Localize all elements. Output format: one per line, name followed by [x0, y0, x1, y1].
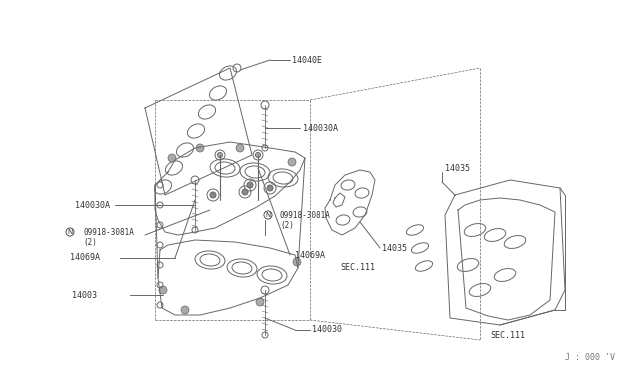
Text: SEC.111: SEC.111 — [490, 330, 525, 340]
Circle shape — [181, 306, 189, 314]
Text: 14035: 14035 — [445, 164, 470, 173]
Circle shape — [267, 185, 273, 191]
Text: (2): (2) — [83, 237, 97, 247]
Text: 140030A: 140030A — [303, 124, 338, 132]
Circle shape — [218, 153, 223, 157]
Text: N: N — [266, 212, 271, 218]
Circle shape — [196, 144, 204, 152]
Circle shape — [236, 144, 244, 152]
Circle shape — [168, 154, 176, 162]
Text: 14003: 14003 — [72, 291, 97, 299]
Text: 14035: 14035 — [382, 244, 407, 253]
Circle shape — [255, 153, 260, 157]
Circle shape — [288, 158, 296, 166]
Text: 09918-3081A: 09918-3081A — [280, 211, 331, 219]
Circle shape — [159, 286, 167, 294]
Circle shape — [247, 182, 253, 188]
Circle shape — [210, 192, 216, 198]
Circle shape — [256, 298, 264, 306]
Text: (2): (2) — [280, 221, 294, 230]
Text: 14069A: 14069A — [70, 253, 100, 263]
Text: SEC.111: SEC.111 — [340, 263, 375, 273]
Text: 14069A: 14069A — [295, 250, 325, 260]
Text: 09918-3081A: 09918-3081A — [83, 228, 134, 237]
Text: 14040E: 14040E — [292, 55, 322, 64]
Circle shape — [242, 189, 248, 195]
Text: N: N — [67, 229, 72, 235]
Text: J : 000 'V: J : 000 'V — [565, 353, 615, 362]
Circle shape — [293, 258, 301, 266]
Text: 140030: 140030 — [312, 326, 342, 334]
Text: 140030A: 140030A — [75, 201, 110, 209]
